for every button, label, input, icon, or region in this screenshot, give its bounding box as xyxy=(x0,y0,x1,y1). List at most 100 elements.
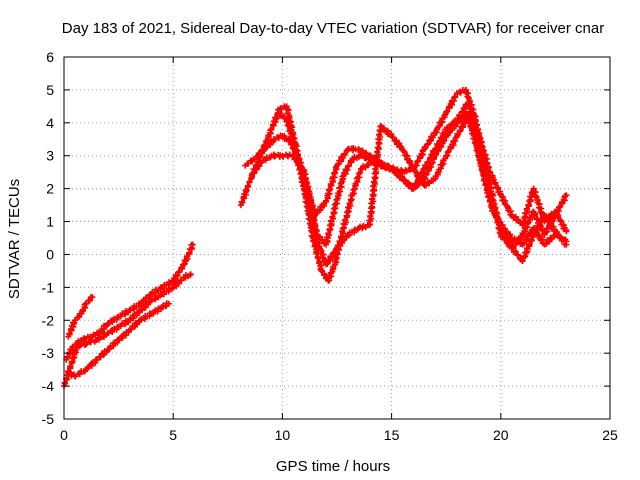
data-point xyxy=(370,179,377,186)
data-point xyxy=(455,131,462,138)
chart-title: Day 183 of 2021, Sidereal Day-to-day VTE… xyxy=(62,20,604,37)
data-point xyxy=(300,174,307,181)
x-tick-label: 0 xyxy=(60,427,68,443)
data-point xyxy=(329,214,336,221)
data-point xyxy=(435,169,442,176)
data-point xyxy=(121,321,128,328)
data-point xyxy=(128,326,135,333)
data-point xyxy=(459,108,466,115)
data-point xyxy=(492,180,499,187)
data-point xyxy=(563,192,570,199)
data-point xyxy=(304,186,311,193)
series-track-b xyxy=(63,241,196,363)
data-point xyxy=(341,151,348,158)
y-tick-label: 6 xyxy=(46,49,54,65)
data-point xyxy=(285,114,292,121)
data-point xyxy=(75,314,82,321)
data-point xyxy=(321,271,328,278)
data-point xyxy=(563,241,570,248)
data-point xyxy=(533,216,540,223)
data-point xyxy=(474,128,481,135)
y-tick-label: 1 xyxy=(46,214,54,230)
x-tick-label: 10 xyxy=(275,427,291,443)
data-point xyxy=(526,241,533,248)
data-point xyxy=(339,173,346,180)
data-point xyxy=(243,187,250,194)
data-point xyxy=(436,138,443,145)
data-point xyxy=(341,236,348,243)
data-point xyxy=(106,346,113,353)
x-tick-label: 15 xyxy=(384,427,400,443)
y-tick-label: -2 xyxy=(42,312,55,328)
y-tick-label: -1 xyxy=(42,279,55,295)
data-point xyxy=(365,162,372,169)
data-point xyxy=(489,201,496,208)
data-point xyxy=(389,134,396,141)
data-point xyxy=(238,198,245,205)
data-point xyxy=(372,161,379,168)
data-point xyxy=(514,252,521,259)
series-track-d xyxy=(65,300,172,380)
x-axis-label: GPS time / hours xyxy=(276,458,390,475)
data-point xyxy=(279,152,286,159)
data-point xyxy=(414,158,421,165)
data-point xyxy=(456,112,463,119)
data-point xyxy=(557,234,564,241)
data-point xyxy=(311,223,318,230)
data-point xyxy=(89,294,96,301)
data-point xyxy=(329,253,336,260)
y-tick-label: 2 xyxy=(46,181,54,197)
data-point xyxy=(175,280,182,287)
data-point xyxy=(457,127,463,134)
data-point xyxy=(424,140,431,147)
data-point xyxy=(313,210,320,217)
data-point xyxy=(483,177,490,184)
data-point xyxy=(74,341,81,348)
data-point xyxy=(121,311,128,318)
data-point xyxy=(189,241,196,248)
tick-layer: 0 5 10 15 20 25 -5 -4 -3 -2 -1 0 1 2 3 4 5 6 xyxy=(42,49,618,443)
data-point xyxy=(97,329,104,336)
x-tick-label: 25 xyxy=(602,427,618,443)
data-point xyxy=(64,353,71,360)
data-point xyxy=(531,211,538,218)
data-point xyxy=(422,144,429,151)
series-track-h xyxy=(275,100,570,235)
data-point xyxy=(407,182,414,189)
data-point xyxy=(66,330,73,337)
data-point xyxy=(94,356,101,363)
data-point xyxy=(346,200,353,207)
x-tick-label: 5 xyxy=(169,427,177,443)
data-point xyxy=(342,217,349,224)
data-point xyxy=(344,166,351,173)
data-point xyxy=(187,271,194,278)
y-axis-label: SDTVAR / TECUs xyxy=(6,179,23,299)
data-point xyxy=(61,379,68,386)
data-point xyxy=(174,272,181,279)
data-point xyxy=(520,218,527,225)
data-point xyxy=(406,159,413,166)
data-point xyxy=(444,149,451,156)
data-point xyxy=(425,159,432,166)
data-point xyxy=(519,257,526,264)
data-point xyxy=(245,160,252,167)
y-tick-label: -5 xyxy=(42,411,55,427)
data-point xyxy=(273,115,280,122)
x-tick-label: 20 xyxy=(493,427,509,443)
y-tick-label: 0 xyxy=(46,246,54,262)
y-tick-label: -4 xyxy=(42,378,55,394)
data-point xyxy=(165,300,172,307)
data-layer xyxy=(61,86,570,390)
y-tick-label: -3 xyxy=(42,345,55,361)
data-point xyxy=(303,182,310,189)
data-point xyxy=(524,206,531,213)
data-point xyxy=(250,169,257,176)
data-point xyxy=(483,159,490,166)
data-point xyxy=(254,153,261,160)
plot-border xyxy=(63,56,611,420)
data-point xyxy=(307,198,314,205)
data-point xyxy=(452,93,459,100)
data-point xyxy=(374,144,381,151)
data-point xyxy=(83,300,90,307)
